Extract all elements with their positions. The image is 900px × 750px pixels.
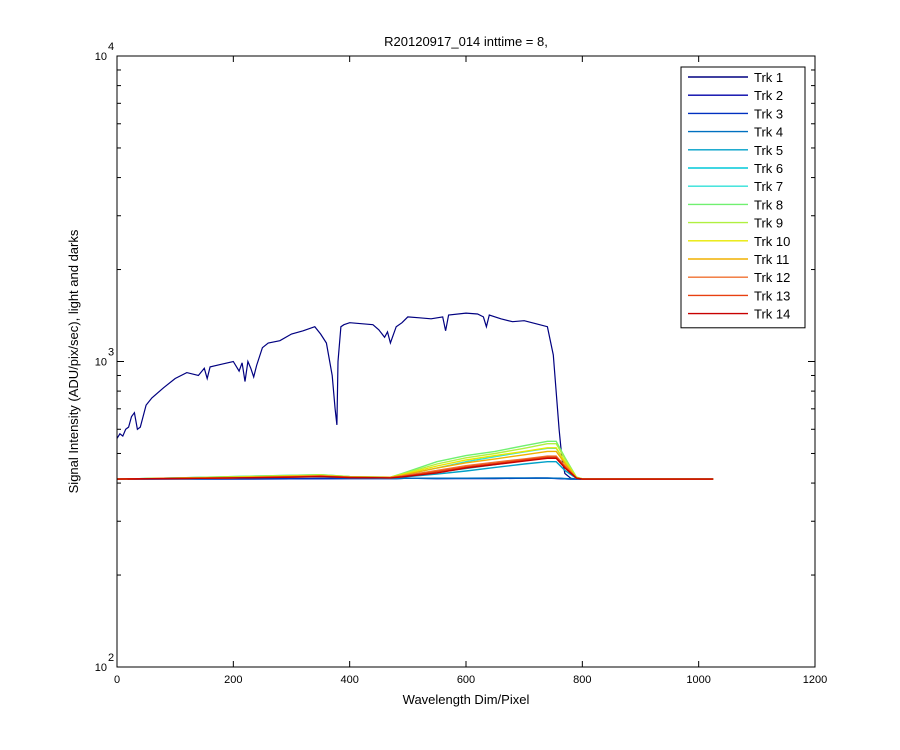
legend-label-trk-12: Trk 12 — [754, 270, 790, 285]
x-axis-label: Wavelength Dim/Pixel — [403, 692, 530, 707]
legend-label-trk-13: Trk 13 — [754, 288, 790, 303]
x-tick-label: 1000 — [686, 674, 710, 686]
legend-label-trk-8: Trk 8 — [754, 197, 783, 212]
x-tick-label: 1200 — [803, 674, 827, 686]
legend-label-trk-14: Trk 14 — [754, 307, 790, 322]
series-layer — [116, 312, 714, 480]
y-tick-label: 10 — [95, 51, 107, 63]
legend-label-trk-3: Trk 3 — [754, 106, 783, 121]
y-tick-exponent: 2 — [108, 652, 114, 664]
legend-label-trk-2: Trk 2 — [754, 88, 783, 103]
y-tick-exponent: 4 — [108, 41, 114, 53]
x-tick-label: 0 — [114, 674, 120, 686]
y-tick-label: 10 — [95, 357, 107, 369]
x-tick-label: 800 — [573, 674, 591, 686]
x-tick-label: 600 — [457, 674, 475, 686]
legend-label-trk-7: Trk 7 — [754, 179, 783, 194]
y-tick-exponent: 3 — [108, 347, 114, 359]
legend-label-trk-4: Trk 4 — [754, 125, 783, 140]
x-tick-label: 200 — [224, 674, 242, 686]
legend-label-trk-10: Trk 10 — [754, 234, 790, 249]
legend-label-trk-9: Trk 9 — [754, 216, 783, 231]
series-line-trk-1 — [116, 312, 583, 480]
y-axis-label: Signal Intensity (ADU/pix/sec), light an… — [66, 229, 81, 493]
x-tick-label: 400 — [340, 674, 358, 686]
legend-label-trk-5: Trk 5 — [754, 143, 783, 158]
legend-label-trk-6: Trk 6 — [754, 161, 783, 176]
chart-title: R20120917_014 inttime = 8, — [384, 34, 548, 49]
y-tick-label: 10 — [95, 662, 107, 674]
legend-box — [680, 66, 806, 329]
series-line-trk-14 — [116, 457, 714, 480]
legend: Trk 1 Trk 2 Trk 3 Trk 4 Trk 5 Trk 6 Trk 7 Trk 8… — [680, 66, 806, 329]
legend-label-trk-1: Trk 1 — [754, 70, 783, 85]
legend-label-trk-11: Trk 11 — [754, 252, 789, 267]
